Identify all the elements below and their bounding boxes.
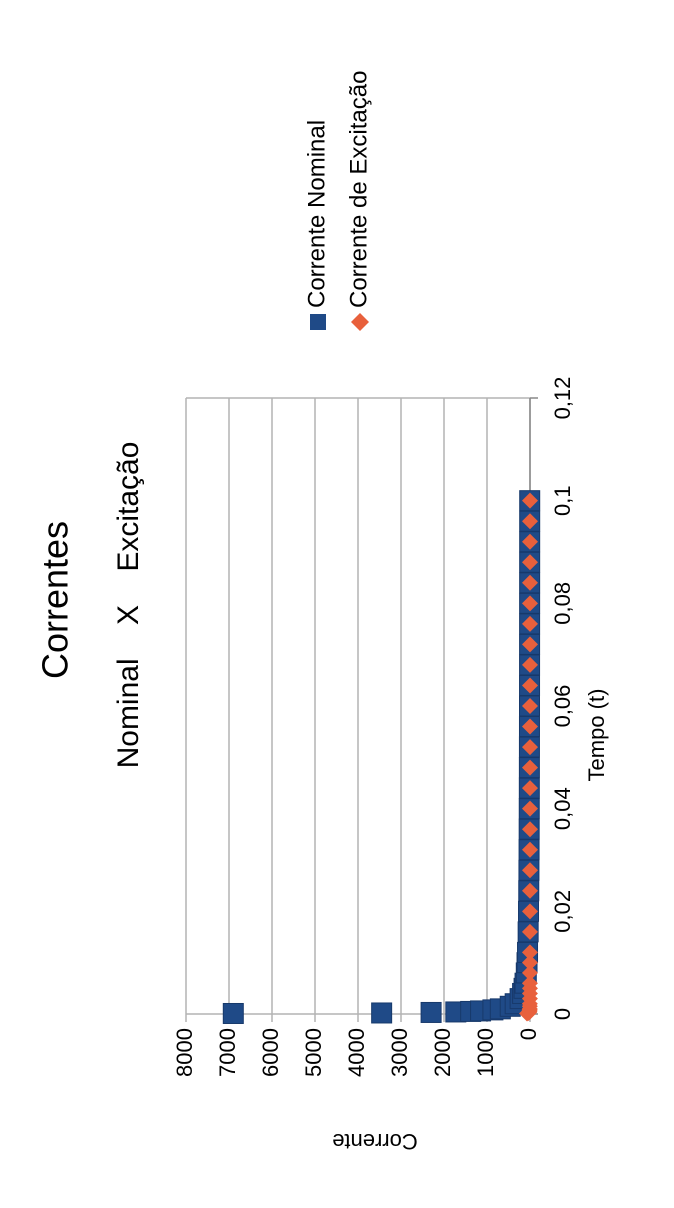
- point: [521, 862, 538, 879]
- point: [521, 492, 538, 509]
- point: [521, 513, 538, 530]
- point: [521, 923, 538, 940]
- point: [521, 698, 538, 714]
- point: [420, 1001, 442, 1023]
- point: [222, 1002, 244, 1024]
- point: [521, 739, 538, 756]
- y-tick-label: 6000: [258, 1028, 283, 1077]
- legend-swatch: [310, 314, 326, 330]
- y-tick-label: 1000: [473, 1028, 498, 1077]
- point: [521, 636, 538, 653]
- chart-body: Correntes Nominal X Excitação Tempo (t) …: [35, 71, 609, 1155]
- point: [521, 595, 538, 612]
- y-tick-label: 2000: [430, 1028, 455, 1077]
- point: [521, 780, 538, 797]
- point: [521, 574, 538, 591]
- point: [521, 759, 538, 776]
- x-tick-label: 0,04: [550, 787, 575, 830]
- x-tick-label: 0,02: [550, 890, 575, 933]
- y-tick-label: 4000: [344, 1028, 369, 1077]
- y-tick-label: 0: [516, 1028, 541, 1040]
- y-tick-label: 5000: [301, 1028, 326, 1077]
- point: [521, 800, 538, 817]
- point: [521, 954, 538, 971]
- point: [521, 964, 538, 981]
- point: [521, 677, 538, 694]
- point: [521, 841, 538, 858]
- y-tick-label: 7000: [215, 1028, 240, 1077]
- legend-label: Corrente Nominal: [303, 120, 330, 308]
- x-tick-label: 0,06: [550, 685, 575, 728]
- point: [521, 656, 538, 673]
- y-axis-label: Corrente: [332, 1129, 418, 1154]
- x-tick-label: 0: [550, 1008, 575, 1020]
- chart-title: Correntes: [35, 521, 76, 679]
- point: [521, 615, 538, 632]
- point: [521, 554, 538, 571]
- point: [521, 821, 538, 838]
- point: [371, 1002, 393, 1024]
- y-tick-label: 3000: [387, 1028, 412, 1077]
- legend-label: Corrente de Excitação: [345, 71, 372, 308]
- point: [521, 882, 538, 899]
- legend-swatch: [351, 313, 369, 331]
- point: [521, 944, 538, 961]
- x-tick-label: 0,12: [550, 377, 575, 420]
- point: [521, 975, 538, 992]
- point: [521, 903, 538, 920]
- x-tick-label: 0,1: [550, 485, 575, 516]
- y-tick-label: 8000: [172, 1028, 197, 1077]
- point: [521, 718, 538, 735]
- x-tick-label: 0,08: [550, 582, 575, 625]
- x-axis-label: Tempo (t): [584, 689, 609, 782]
- point: [521, 533, 538, 550]
- chart-subtitle: Nominal X Excitação: [112, 442, 145, 769]
